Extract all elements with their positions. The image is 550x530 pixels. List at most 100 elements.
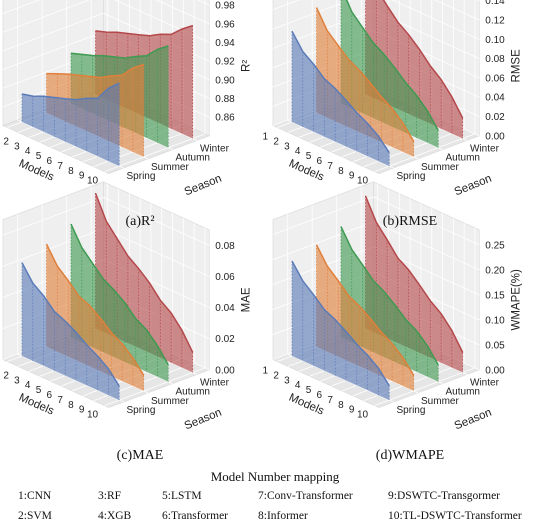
x-tick-label: 4 bbox=[295, 380, 301, 391]
x-gridline bbox=[104, 227, 206, 406]
z-tick-label: 0.96 bbox=[215, 19, 235, 30]
z-tick-label: 0.08 bbox=[215, 241, 235, 252]
x-tick-label: 10 bbox=[357, 410, 369, 421]
z-tick-label: 0.02 bbox=[485, 112, 505, 123]
x-tick-label: 5 bbox=[36, 151, 42, 162]
x-tick-label: 4 bbox=[25, 146, 31, 157]
series-line-summer bbox=[315, 244, 415, 376]
series-line-winter bbox=[364, 195, 464, 353]
x-tick-label: 8 bbox=[68, 166, 74, 177]
z-gridline bbox=[2, 196, 210, 246]
season-tick-label: Spring bbox=[127, 171, 156, 182]
season-tick-label: Winter bbox=[470, 377, 500, 388]
z-tick-label: 0.15 bbox=[485, 290, 505, 301]
series-line-spring bbox=[21, 262, 120, 387]
season-tick-label: Autumn bbox=[446, 153, 480, 164]
season-tick-label: Summer bbox=[421, 162, 459, 173]
season-tick-label: Autumn bbox=[176, 153, 210, 164]
x-tick-label: 5 bbox=[306, 385, 312, 396]
series-line-autumn bbox=[345, 0, 439, 131]
x-gridline bbox=[374, 0, 476, 172]
x-tick-label: 10 bbox=[357, 176, 369, 187]
season-gridline bbox=[17, 0, 124, 169]
x-tick-label: 5 bbox=[36, 385, 42, 396]
mapping-item: 9:DSWTC-Transgormer bbox=[388, 490, 501, 502]
z-gridline bbox=[2, 0, 210, 43]
series-area-spring bbox=[292, 31, 390, 167]
season-axis-label: Season bbox=[183, 407, 224, 433]
season-tick-label: Winter bbox=[200, 143, 230, 154]
x-tick-label: 9 bbox=[79, 171, 85, 182]
season-gridline bbox=[287, 214, 394, 403]
series-line-summer bbox=[46, 63, 144, 79]
chart-panel: 0.00 0.02 0.04 0.06 0.08 0.10 0.12 0.14 RMSE 1 2 3 4… bbox=[263, 0, 522, 199]
panel-title-wmape: (d)WMAPE bbox=[375, 448, 445, 463]
x-tick-label: 6 bbox=[47, 390, 53, 401]
season-tick-label: Spring bbox=[397, 171, 426, 182]
x-tick-label: 9 bbox=[349, 405, 355, 416]
season-axis-label: Season bbox=[453, 173, 494, 199]
x-tick-label: 6 bbox=[47, 156, 53, 167]
z-gridline bbox=[272, 0, 480, 21]
series-area-spring bbox=[22, 262, 120, 401]
z-tick-label: 0.90 bbox=[215, 75, 235, 86]
season-tick-label: Spring bbox=[127, 405, 156, 416]
series-line-summer bbox=[315, 7, 415, 142]
season-axis-label: Season bbox=[183, 173, 224, 199]
z-axis-label: R² bbox=[240, 60, 252, 72]
series-line-autumn bbox=[340, 226, 439, 366]
series-line-winter bbox=[95, 24, 193, 37]
mapping-item: 2:SVM bbox=[18, 510, 52, 522]
mapping-item: 4:XGB bbox=[98, 510, 132, 522]
z-tick-label: 0.14 bbox=[485, 0, 505, 7]
season-tick-label: Winter bbox=[200, 377, 230, 388]
series-area-spring bbox=[22, 83, 120, 167]
x-gridline bbox=[374, 227, 476, 406]
x-tick-label: 8 bbox=[338, 166, 344, 177]
x-tick-label: 7 bbox=[57, 395, 63, 406]
z-tick-label: 0.06 bbox=[215, 272, 235, 283]
x-tick-label: 7 bbox=[327, 395, 333, 406]
chart-panel: 0.860.880.900.920.940.960.98R²1234567891… bbox=[2, 0, 252, 199]
x-gridline bbox=[93, 0, 195, 168]
x-tick-label: 2 bbox=[273, 136, 279, 147]
z-gridline bbox=[2, 0, 210, 25]
x-tick-label: 9 bbox=[79, 405, 85, 416]
z-tick-label: 0.08 bbox=[485, 54, 505, 65]
z-tick-label: 0.12 bbox=[485, 15, 505, 26]
season-tick-label: Autumn bbox=[446, 387, 480, 398]
x-tick-label: 4 bbox=[295, 146, 301, 157]
season-tick-label: Summer bbox=[151, 396, 189, 407]
x-tick-label: 1 bbox=[263, 366, 269, 377]
mapping-item: 1:CNN bbox=[18, 490, 52, 502]
z-tick-label: 0.02 bbox=[215, 334, 235, 345]
x-tick-label: 9 bbox=[349, 171, 355, 182]
z-tick-label: 0.88 bbox=[215, 94, 235, 105]
z-tick-label: 0.25 bbox=[485, 240, 505, 251]
series-area-spring bbox=[292, 261, 390, 401]
x-gridline bbox=[363, 0, 465, 168]
chart-panel: 0.00 0.05 0.10 0.15 0.20 0.25 WMAPE(%) 1 2 3 4 5 6 7 8… bbox=[263, 181, 522, 432]
panel-title-mae: (c)MAE bbox=[116, 448, 164, 463]
mapping-item: 3:RF bbox=[98, 490, 122, 502]
x-tick-label: 6 bbox=[317, 390, 323, 401]
panel-title-rmse: (b)RMSE bbox=[382, 214, 438, 229]
z-tick-label: 0.86 bbox=[215, 113, 235, 124]
series-line-summer bbox=[45, 243, 145, 376]
x-tick-label: 10 bbox=[87, 176, 99, 187]
z-tick-label: 0.05 bbox=[485, 340, 505, 351]
x-tick-label: 10 bbox=[87, 410, 99, 421]
x-tick-label: 6 bbox=[317, 156, 323, 167]
x-tick-label: 1 bbox=[263, 132, 269, 143]
z-gridline bbox=[272, 0, 480, 40]
x-tick-label: 4 bbox=[25, 380, 31, 391]
season-gridline bbox=[287, 0, 394, 169]
z-tick-label: 0.00 bbox=[485, 131, 505, 142]
series-line-spring bbox=[291, 30, 390, 154]
z-axis-label: WMAPE(%) bbox=[510, 269, 522, 331]
series-line-autumn bbox=[70, 45, 169, 59]
x-tick-label: 7 bbox=[327, 161, 333, 172]
mapping-item: 5:LSTM bbox=[162, 490, 202, 502]
chart-panel: 0.000.020.040.060.08MAE12345678910Models… bbox=[2, 181, 252, 433]
